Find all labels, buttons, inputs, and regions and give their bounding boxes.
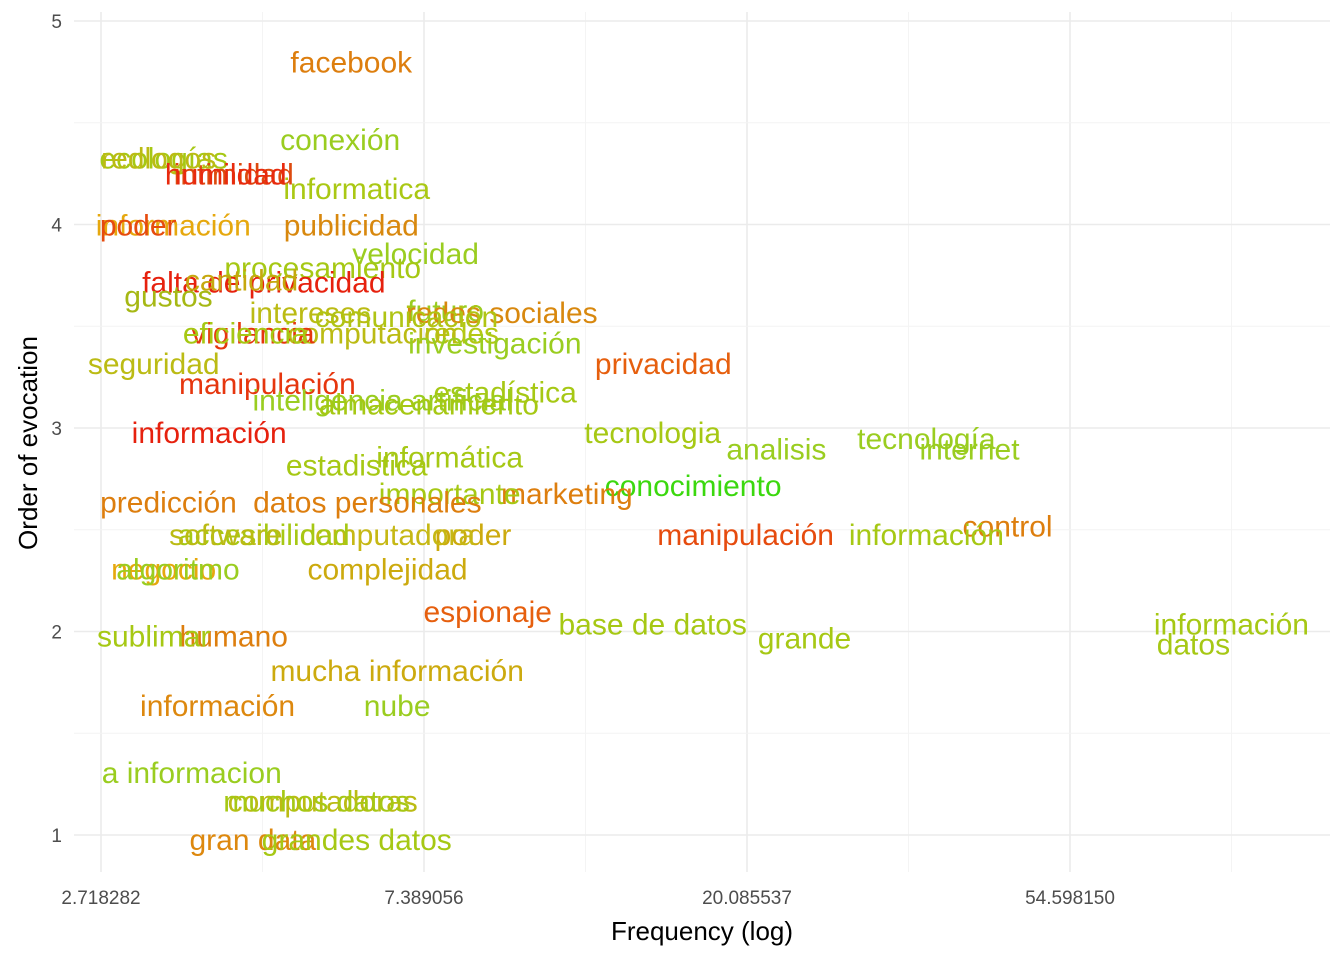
word-point: software <box>169 519 282 552</box>
word-point: tecnología <box>857 423 996 456</box>
word-point: informática <box>376 441 523 474</box>
word-point: mucha información <box>270 655 523 688</box>
word-point: humano <box>180 621 288 654</box>
word-point: accesibilidad <box>178 519 350 552</box>
word-point: computadoras <box>228 785 418 818</box>
x-axis-ticks: 2.718282 7.389056 20.085537 54.598150 <box>61 888 1115 909</box>
word-point: algoritmo <box>116 553 239 586</box>
word-point: poder <box>435 519 512 552</box>
word-point: nube <box>364 690 431 723</box>
word-point: publicidad <box>284 210 419 243</box>
y-tick-label: 3 <box>51 419 62 440</box>
word-point: conocimiento <box>605 470 782 503</box>
grid <box>74 12 1330 872</box>
word-point: humildad <box>165 159 287 192</box>
word-point: redes <box>424 317 499 350</box>
word-point: espionaje <box>423 596 551 629</box>
word-point: datos personales <box>253 486 482 519</box>
x-axis-title: Frequency (log) <box>611 916 793 946</box>
word-point: manipulación <box>179 368 356 401</box>
word-point: investigación <box>408 328 581 361</box>
word-point: cantidad <box>185 264 298 297</box>
x-tick-label: 54.598150 <box>1025 888 1115 909</box>
word-point: manipulación <box>657 519 834 552</box>
word-point: marketing <box>501 478 633 511</box>
word-point: computadora <box>300 519 475 552</box>
word-point: inteligencia artificial <box>253 385 513 418</box>
y-tick-label: 2 <box>51 623 62 644</box>
word-point: información <box>132 417 287 450</box>
word-point: futuro <box>407 295 484 328</box>
word-point: estadistica <box>286 450 428 483</box>
x-tick-label: 7.389056 <box>384 888 463 909</box>
word-point: información <box>849 519 1004 552</box>
word-point: tecnologia <box>584 417 721 450</box>
word-point: gustos <box>124 281 212 314</box>
word-point: intereses <box>250 297 372 330</box>
word-point: muchos datos <box>223 785 410 818</box>
word-point: a informacion <box>102 757 282 790</box>
word-point: información <box>1154 608 1309 641</box>
word-point: grande <box>758 623 851 656</box>
word-point: vigilancia <box>191 317 315 350</box>
word-points: facebook conexión ecologíasredlogosintimid… <box>88 47 1309 857</box>
word-point: conexión <box>280 124 400 157</box>
word-point: datos <box>1157 629 1230 662</box>
word-point: información <box>96 210 251 243</box>
y-axis-title: Order of evocation <box>13 336 43 550</box>
word-point: gran data <box>189 824 316 857</box>
word-point: seguridad <box>88 348 220 381</box>
word-point: sublimar <box>97 621 210 654</box>
y-tick-label: 1 <box>51 826 62 847</box>
word-point: importante <box>379 478 521 511</box>
word-point: redes sociales <box>406 297 598 330</box>
word-point: complejidad <box>307 553 467 586</box>
word-point: negocio <box>111 553 216 586</box>
word-point: informatica <box>283 173 430 206</box>
word-point: computación <box>287 317 457 350</box>
word-point: procesamiento <box>224 252 421 285</box>
word-point: control <box>963 511 1053 544</box>
word-point: base de datos <box>558 608 746 641</box>
word-point: velocidad <box>352 238 479 271</box>
word-point: grandes datos <box>262 824 452 857</box>
word-point: redlogos <box>101 142 216 175</box>
word-point: privacidad <box>595 348 732 381</box>
word-point: eficiencia <box>183 317 308 350</box>
word-point: facebook <box>290 47 413 80</box>
word-point: información <box>140 690 295 723</box>
x-tick-label: 20.085537 <box>702 888 792 909</box>
word-point: almacenamiento <box>319 389 539 422</box>
x-tick-label: 2.718282 <box>61 888 140 909</box>
y-tick-label: 4 <box>51 216 62 237</box>
word-point: poder <box>100 210 177 243</box>
word-point: estadística <box>433 376 577 409</box>
word-point: falta de privacidad <box>142 266 386 299</box>
word-point: intimidad <box>174 159 294 192</box>
word-point: predicción <box>100 486 237 519</box>
word-point: analisis <box>726 433 826 466</box>
y-tick-label: 5 <box>51 12 62 33</box>
word-point: comunicación <box>315 301 498 334</box>
word-point: ecologías <box>99 142 227 175</box>
y-axis-ticks: 1 2 3 4 5 <box>51 12 62 847</box>
word-point: internet <box>919 433 1020 466</box>
